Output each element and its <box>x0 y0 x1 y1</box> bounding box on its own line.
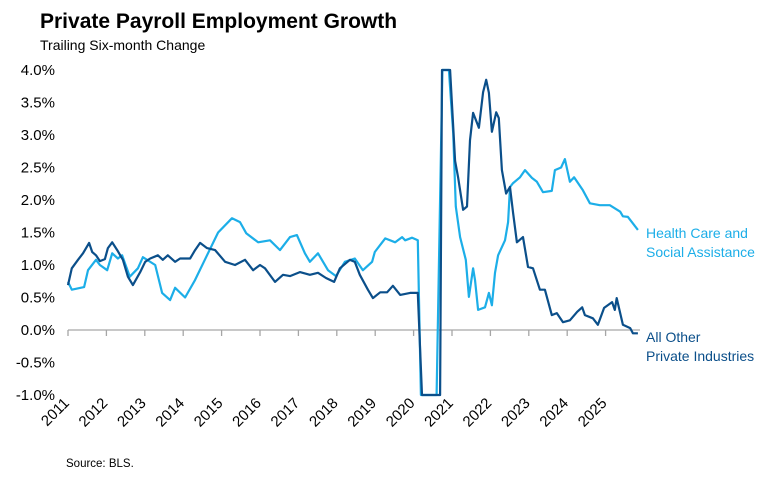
y-tick-label: 2.5% <box>21 160 55 177</box>
x-tick-label: 2017 <box>268 395 304 431</box>
y-tick-label: 0.0% <box>21 322 55 339</box>
y-axis: -1.0% -0.5% 0.0% 0.5% 1.0% 1.5% 2.0% 2.5% 3.0% 3.… <box>16 62 55 404</box>
series-labels: Health Care and Social Assistance All Othe… <box>646 225 755 364</box>
y-tick-label: 0.5% <box>21 290 55 307</box>
y-tick-label: 1.0% <box>21 257 55 274</box>
x-tick-label: 2022 <box>460 395 496 431</box>
x-tick-label: 2014 <box>152 395 188 431</box>
y-tick-label: 1.5% <box>21 225 55 242</box>
chart-title: Private Payroll Employment Growth <box>40 10 398 33</box>
y-tick-label: -1.0% <box>16 387 55 404</box>
x-tick-label: 2018 <box>306 395 342 431</box>
source-note: Source: BLS. <box>66 458 134 470</box>
x-tick-label: 2020 <box>383 395 419 431</box>
x-tick-label: 2025 <box>575 395 611 431</box>
x-tick-label: 2013 <box>114 395 150 431</box>
all-other-private-series-line <box>66 68 638 397</box>
x-tick-label: 2012 <box>76 395 112 431</box>
health-care-series-line <box>67 68 639 397</box>
y-tick-label: 3.5% <box>21 95 55 112</box>
x-tick-label: 2015 <box>191 395 227 431</box>
x-tick-label: 2016 <box>229 395 265 431</box>
x-tick-label: 2024 <box>536 395 572 431</box>
series-label: Private Industries <box>646 348 754 364</box>
series-lines <box>66 68 639 397</box>
x-tick-label: 2023 <box>498 395 534 431</box>
y-tick-label: -0.5% <box>16 355 55 372</box>
x-axis: 2011 2012 2013 2014 2015 2016 2017 2018 2019 2020… <box>38 329 640 431</box>
series-label: Social Assistance <box>646 244 755 260</box>
x-tick-label: 2021 <box>421 395 457 431</box>
series-label: Health Care and <box>646 225 748 241</box>
y-tick-label: 3.0% <box>21 127 55 144</box>
x-tick-label: 2019 <box>344 395 380 431</box>
chart-subtitle: Trailing Six-month Change <box>40 37 206 53</box>
y-tick-label: 4.0% <box>21 62 55 79</box>
y-tick-label: 2.0% <box>21 192 55 209</box>
series-label: All Other <box>646 329 701 345</box>
